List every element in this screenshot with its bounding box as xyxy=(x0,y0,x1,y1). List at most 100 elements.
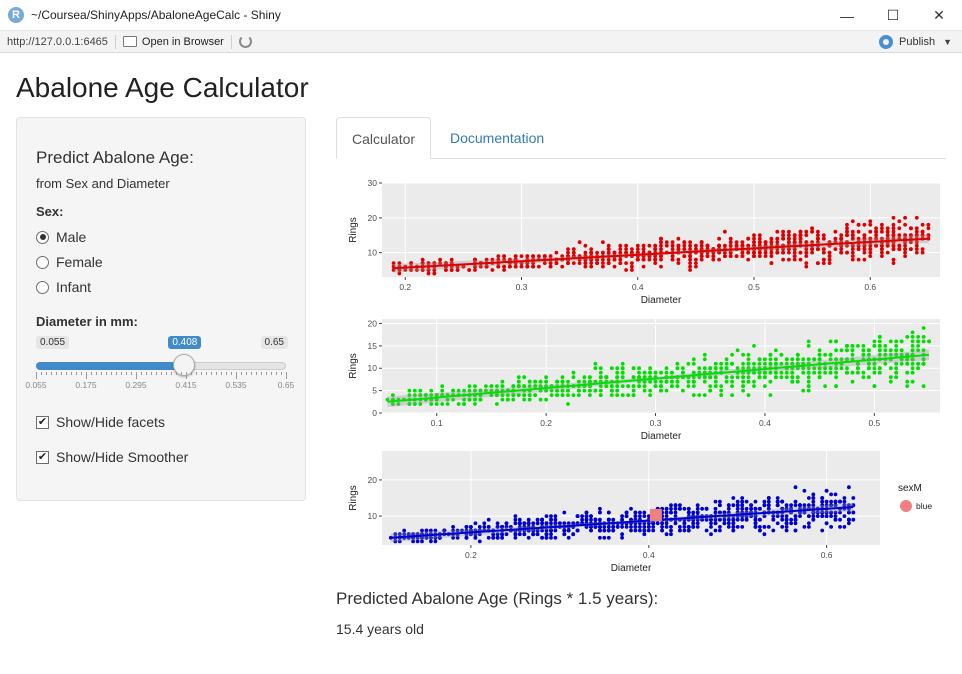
data-point xyxy=(704,528,709,533)
data-point xyxy=(726,525,731,529)
data-point xyxy=(526,521,531,526)
data-point xyxy=(723,229,727,234)
data-point xyxy=(806,379,811,384)
smoother-checkbox-row[interactable]: ✔ Show/Hide Smoother xyxy=(36,449,188,465)
data-point xyxy=(817,375,822,380)
data-point xyxy=(653,247,658,251)
data-point xyxy=(920,222,925,227)
data-point xyxy=(526,517,531,522)
data-point xyxy=(789,503,793,508)
data-point xyxy=(504,525,509,529)
data-point xyxy=(749,514,753,518)
close-button[interactable]: ✕ xyxy=(933,7,945,23)
facets-checkbox-row[interactable]: ✔ Show/Hide facets xyxy=(36,414,165,430)
data-point xyxy=(834,339,838,344)
data-point xyxy=(646,528,651,533)
data-point xyxy=(664,510,669,515)
data-point xyxy=(549,528,553,533)
data-point xyxy=(630,261,634,265)
data-point xyxy=(757,250,762,255)
data-point xyxy=(812,366,817,371)
data-point xyxy=(562,532,567,537)
data-point xyxy=(861,375,866,380)
data-point xyxy=(517,525,522,529)
data-point xyxy=(659,254,663,258)
data-point xyxy=(695,503,700,508)
data-point xyxy=(920,250,925,255)
data-point xyxy=(833,514,838,518)
slider-handle[interactable] xyxy=(173,354,196,376)
data-point xyxy=(411,539,415,544)
data-point xyxy=(694,257,698,262)
y-tick-label: 0 xyxy=(372,408,377,418)
data-point xyxy=(850,233,855,238)
data-point xyxy=(828,366,833,371)
data-point xyxy=(827,257,832,262)
data-point xyxy=(810,250,814,255)
data-point xyxy=(771,514,776,518)
data-point xyxy=(484,257,489,262)
data-point xyxy=(686,379,691,384)
data-point xyxy=(638,510,642,515)
data-point xyxy=(779,370,784,375)
radio-option-infant[interactable]: Infant xyxy=(36,279,91,295)
data-point xyxy=(885,233,890,238)
data-point xyxy=(847,510,851,515)
minimize-button[interactable]: — xyxy=(840,7,854,24)
slider-tick xyxy=(51,372,52,375)
data-point xyxy=(758,506,762,511)
radio-button[interactable] xyxy=(36,255,49,269)
data-point xyxy=(496,254,501,258)
radio-option-female[interactable]: Female xyxy=(36,254,103,270)
data-point xyxy=(903,215,907,220)
data-point xyxy=(921,361,926,366)
data-point xyxy=(445,397,450,402)
facets-checkbox[interactable]: ✔ xyxy=(36,415,49,429)
tab-documentation[interactable]: Documentation xyxy=(450,130,545,146)
data-point xyxy=(806,375,811,380)
data-point xyxy=(740,243,745,248)
data-point xyxy=(862,233,867,238)
publish-button[interactable]: Publish ▼ xyxy=(879,31,952,53)
data-point xyxy=(815,514,820,518)
radio-button[interactable] xyxy=(36,280,49,294)
data-point xyxy=(874,229,878,234)
data-point xyxy=(606,510,611,515)
data-point xyxy=(793,503,798,508)
data-point xyxy=(473,268,477,272)
data-point xyxy=(402,528,407,533)
data-point xyxy=(469,525,473,529)
chevron-down-icon[interactable]: ▼ xyxy=(943,37,952,47)
data-point xyxy=(420,261,425,265)
data-point xyxy=(717,257,721,262)
data-point xyxy=(807,496,811,500)
data-point xyxy=(504,532,509,537)
radio-option-male[interactable]: Male xyxy=(36,229,86,245)
data-point xyxy=(558,521,562,526)
data-point xyxy=(660,525,664,529)
data-point xyxy=(766,525,771,529)
maximize-button[interactable]: ☐ xyxy=(886,7,900,23)
refresh-icon[interactable] xyxy=(238,35,252,48)
tab-calculator[interactable]: Calculator xyxy=(336,117,432,159)
data-point xyxy=(673,503,678,508)
data-point xyxy=(769,254,774,258)
data-point xyxy=(752,243,756,248)
data-point xyxy=(571,261,576,265)
slider-tick xyxy=(236,372,237,379)
data-point xyxy=(449,257,454,262)
radio-button[interactable] xyxy=(36,230,49,244)
data-point xyxy=(740,503,745,508)
data-point xyxy=(695,525,700,529)
data-point xyxy=(473,521,478,526)
toolbar-divider xyxy=(114,34,116,49)
data-point xyxy=(444,268,448,272)
open-in-browser-button[interactable]: Open in Browser xyxy=(122,36,224,48)
data-point xyxy=(571,370,576,375)
data-point xyxy=(686,525,691,529)
data-point xyxy=(842,525,847,529)
smoother-checkbox[interactable]: ✔ xyxy=(36,450,49,464)
diameter-slider[interactable]: 0.055 0.65 0.408 0.055 0.175 0.295 0.415 0.5… xyxy=(25,336,294,396)
data-point xyxy=(620,532,624,537)
data-point xyxy=(484,388,488,393)
